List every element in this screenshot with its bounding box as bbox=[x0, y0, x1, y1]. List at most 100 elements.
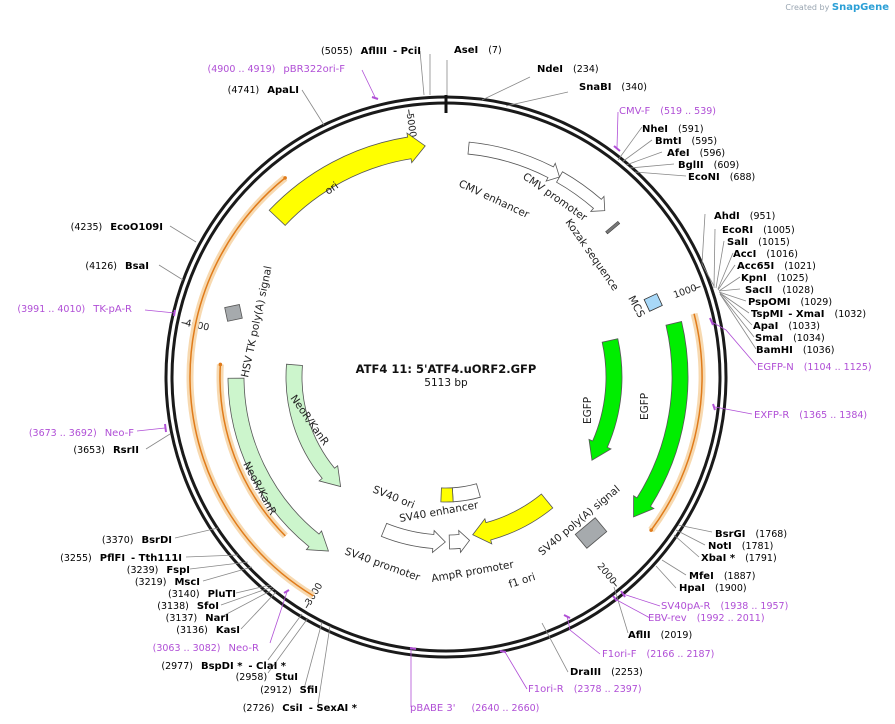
site-bamhi: BamHI (1036) bbox=[756, 345, 834, 356]
site-bspdi-clai: (2977) BspDI * - ClaI * bbox=[161, 661, 286, 672]
orf-highlights bbox=[186, 175, 706, 599]
site-acc65i: Acc65I (1021) bbox=[737, 261, 816, 272]
feature-label-cmv-enhancer: CMV enhancer bbox=[457, 178, 532, 221]
primer-leaders bbox=[136, 69, 757, 707]
site-tspmi-xmai: TspMI - XmaI (1032) bbox=[751, 309, 866, 320]
plasmid-size: 5113 bp bbox=[424, 377, 468, 389]
site-stui: (2958) StuI bbox=[236, 672, 298, 683]
feature-mcs-box[interactable] bbox=[643, 293, 663, 312]
primer-f1ori-r: F1ori-R (2378 .. 2397) bbox=[528, 684, 642, 695]
site-apali: (4741) ApaLI bbox=[228, 85, 299, 96]
site-labels-left: (2726) CsiI - SexAI * (2912) SfiI (2958) Stu… bbox=[60, 46, 421, 714]
primer-tk-pa-r: (3991 .. 4010) TK-pA-R bbox=[17, 304, 132, 315]
feature-sv40-promoter-arrow[interactable] bbox=[380, 522, 446, 554]
site-draiii: DraIII (2253) bbox=[570, 667, 643, 678]
site-bsai: (4126) BsaI bbox=[85, 261, 149, 272]
site-bsrdi: (3370) BsrDI bbox=[102, 535, 172, 546]
feature-neor-outer-arrow[interactable] bbox=[227, 377, 330, 552]
feature-label-sv40-ori: SV40 ori bbox=[371, 484, 416, 512]
site-ecoo109i: (4235) EcoO109I bbox=[71, 222, 163, 233]
site-hpai: HpaI (1900) bbox=[679, 583, 747, 594]
orf-egfp-line bbox=[650, 313, 703, 531]
feature-hsv-tk-pa-box[interactable] bbox=[224, 304, 243, 322]
feature-label-mcs: MCS bbox=[625, 294, 647, 320]
site-bglii: BglII (609) bbox=[678, 160, 739, 171]
feature-label-egfp-inner: EGFP bbox=[582, 397, 594, 424]
site-afliii-pcii: (5055) AflIII - PciI bbox=[321, 46, 421, 57]
site-kpni: KpnI (1025) bbox=[741, 273, 808, 284]
site-mfei: MfeI (1887) bbox=[689, 571, 755, 582]
feature-egfp-outer-arrow[interactable] bbox=[633, 321, 689, 518]
site-bsrgi: BsrGI (1768) bbox=[715, 529, 787, 540]
site-labels: AseI (7) NdeI (234) SnaBI (340) NheI (591) B… bbox=[454, 45, 866, 678]
site-snabi: SnaBI (340) bbox=[579, 82, 647, 93]
feature-kozak-box[interactable] bbox=[605, 220, 621, 235]
site-bmti: BmtI (595) bbox=[655, 136, 717, 147]
site-econi: EcoNI (688) bbox=[688, 172, 755, 183]
primer-neo-r: (3063 .. 3082) Neo-R bbox=[153, 643, 259, 654]
tick-4000 bbox=[181, 322, 188, 325]
feature-label-egfp-outer: EGFP bbox=[639, 393, 651, 420]
site-pspomi: PspOMI (1029) bbox=[748, 297, 832, 308]
site-apai: ApaI (1033) bbox=[753, 321, 820, 332]
site-msci: (3219) MscI bbox=[135, 577, 200, 588]
feature-neor-inner-arrow[interactable] bbox=[285, 363, 342, 488]
site-ndei: NdeI (234) bbox=[537, 64, 599, 75]
primer-exfp-r: EXFP-R (1365 .. 1384) bbox=[754, 410, 867, 421]
feature-label-hsv-tk: HSV TK poly(A) signal bbox=[239, 265, 274, 379]
credit-text: Created by bbox=[785, 3, 830, 12]
feature-ori-arrow[interactable] bbox=[268, 132, 426, 226]
site-kasi: (3136) KasI bbox=[176, 625, 240, 636]
plasmid-name: ATF4 11: 5'ATF4.uORF2.GFP bbox=[356, 362, 537, 376]
primer-pbr322ori-f: (4900 .. 4919) pBR322ori-F bbox=[208, 64, 346, 75]
tick-label-2000: 2000 bbox=[595, 561, 619, 587]
tick-1000 bbox=[694, 285, 701, 289]
feature-f1ori-arrow[interactable] bbox=[472, 493, 554, 545]
site-asei: AseI (7) bbox=[454, 45, 502, 56]
feature-label-sv40-pa: SV40 poly(A) signal bbox=[536, 483, 622, 558]
feature-label-ampr-promoter: AmpR promoter bbox=[430, 559, 515, 585]
primer-cmv-f: CMV-F (519 .. 539) bbox=[619, 106, 716, 117]
credit: Created by SnapGene bbox=[785, 2, 889, 13]
tick-label-5000: 5000 bbox=[404, 113, 418, 138]
feature-egfp-inner-arrow[interactable] bbox=[588, 338, 623, 461]
site-noti: NotI (1781) bbox=[708, 541, 773, 552]
tick-2000 bbox=[612, 581, 617, 587]
site-afei: AfeI (596) bbox=[667, 148, 725, 159]
site-pflfi-tth111i: (3255) PflFI - Tth111I bbox=[60, 553, 182, 564]
tick-3000 bbox=[305, 602, 310, 609]
primer-neo-f: (3673 .. 3692) Neo-F bbox=[29, 428, 134, 439]
plasmid-title: ATF4 11: 5'ATF4.uORF2.GFP 5113 bp bbox=[356, 362, 537, 389]
feature-cmv-promoter-arrow[interactable] bbox=[556, 171, 606, 212]
orf-neo-line bbox=[219, 364, 286, 537]
tick-5000 bbox=[408, 109, 410, 116]
feature-label-f1ori: f1 ori bbox=[507, 571, 537, 591]
site-sacii: SacII (1028) bbox=[745, 285, 814, 296]
site-fspi: (3239) FspI bbox=[127, 565, 190, 576]
site-sfoi: (3138) SfoI bbox=[157, 601, 219, 612]
site-rsrii: (3653) RsrII bbox=[73, 445, 139, 456]
orf-left-end bbox=[283, 176, 287, 180]
features bbox=[224, 132, 689, 554]
site-pluti: (3140) PluTI bbox=[168, 589, 236, 600]
primer-pbabe3: pBABE 3' (2640 .. 2660) bbox=[410, 703, 539, 714]
feature-sv40-pa-box[interactable] bbox=[574, 517, 608, 549]
site-sali: SalI (1015) bbox=[727, 237, 790, 248]
feature-cmv-enhancer-arrow[interactable] bbox=[467, 141, 561, 182]
site-aflii: AflII (2019) bbox=[628, 630, 692, 641]
leader-lines bbox=[145, 50, 757, 705]
orf-left-line bbox=[189, 177, 314, 597]
site-acci: AccI (1016) bbox=[733, 249, 798, 260]
orf-neo-end bbox=[218, 362, 223, 367]
orf-egfp-end bbox=[649, 528, 653, 532]
tick-label-1000: 1000 bbox=[672, 283, 698, 301]
feature-sv40-ori-box[interactable] bbox=[440, 487, 454, 503]
site-csii-sexai: (2726) CsiI - SexAI * bbox=[243, 703, 358, 714]
feature-ampr-promoter-arrow[interactable] bbox=[448, 529, 471, 554]
primer-f1ori-f: F1ori-F (2166 .. 2187) bbox=[602, 649, 714, 660]
primer-sv40pa-r: SV40pA-R (1938 .. 1957) bbox=[661, 601, 788, 612]
site-nari: (3137) NarI bbox=[166, 613, 229, 624]
site-nhei: NheI (591) bbox=[642, 124, 704, 135]
